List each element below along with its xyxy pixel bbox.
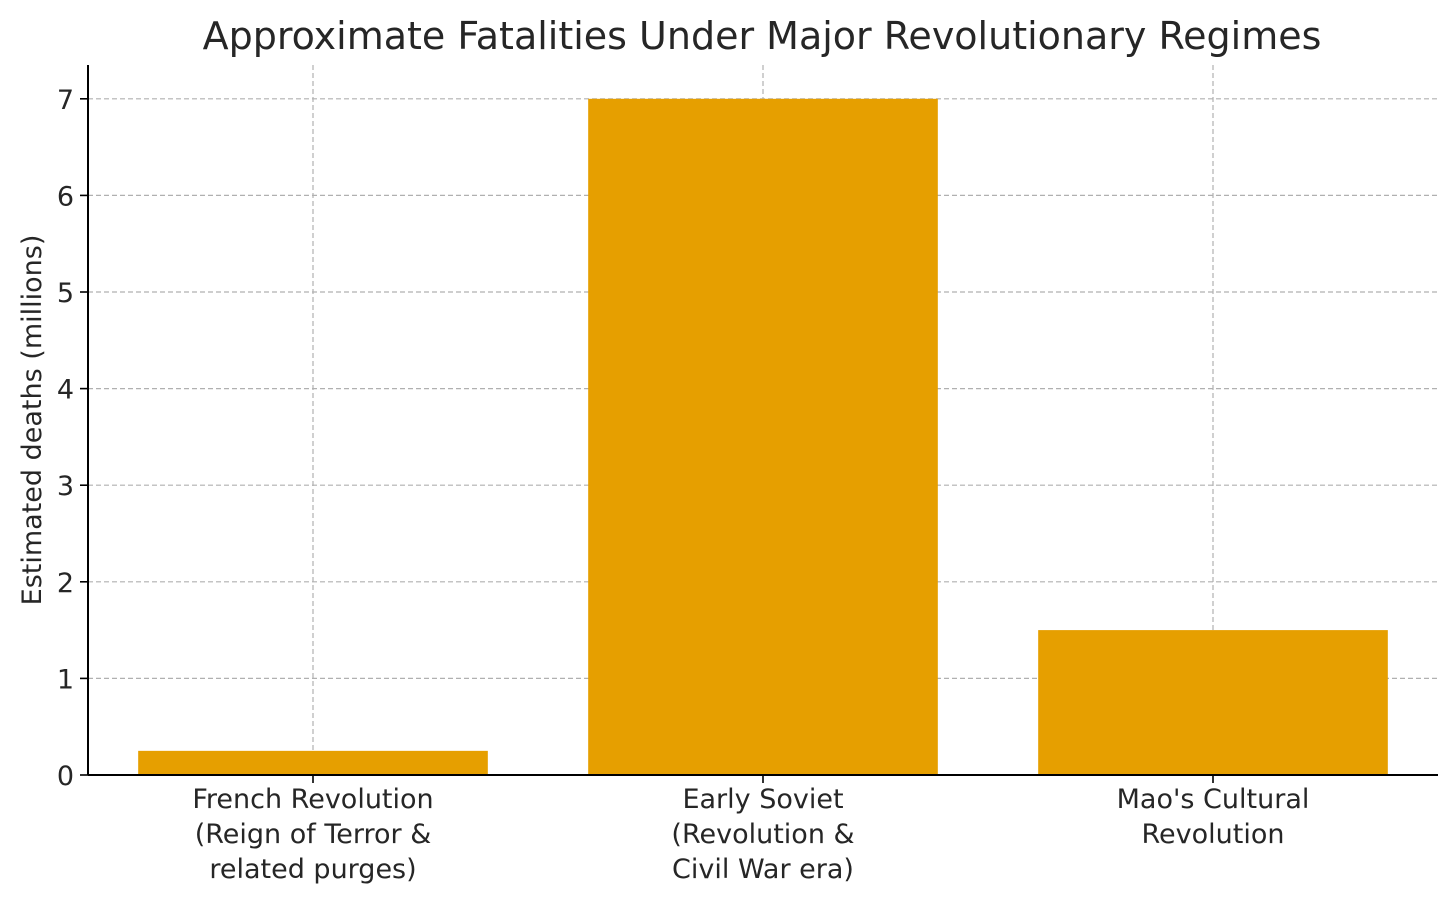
y-axis-ticks: 0 1 2 3 4 5 6 7 xyxy=(57,85,88,792)
y-tick-label: 1 xyxy=(57,664,74,695)
chart-title: Approximate Fatalities Under Major Revol… xyxy=(203,14,1322,58)
x-tick-label: French Revolution (Reign of Terror & relat… xyxy=(192,784,433,885)
x-tick-label: Mao's Cultural Revolution xyxy=(1117,784,1310,850)
y-tick-label: 5 xyxy=(57,278,74,309)
bar xyxy=(588,98,938,776)
y-tick-label: 6 xyxy=(57,181,74,212)
bars xyxy=(138,98,1388,776)
y-tick-label: 0 xyxy=(57,761,74,792)
y-tick-label: 4 xyxy=(57,375,74,406)
x-axis-ticks: French Revolution (Reign of Terror & relat… xyxy=(192,775,1309,885)
y-tick-label: 3 xyxy=(57,471,74,502)
x-tick-label: Early Soviet (Revolution & Civil War era) xyxy=(671,784,854,885)
y-tick-label: 7 xyxy=(57,85,74,116)
y-tick-label: 2 xyxy=(57,568,74,599)
bar xyxy=(138,750,488,775)
y-axis-label: Estimated deaths (millions) xyxy=(17,235,48,606)
bar xyxy=(1038,630,1388,775)
